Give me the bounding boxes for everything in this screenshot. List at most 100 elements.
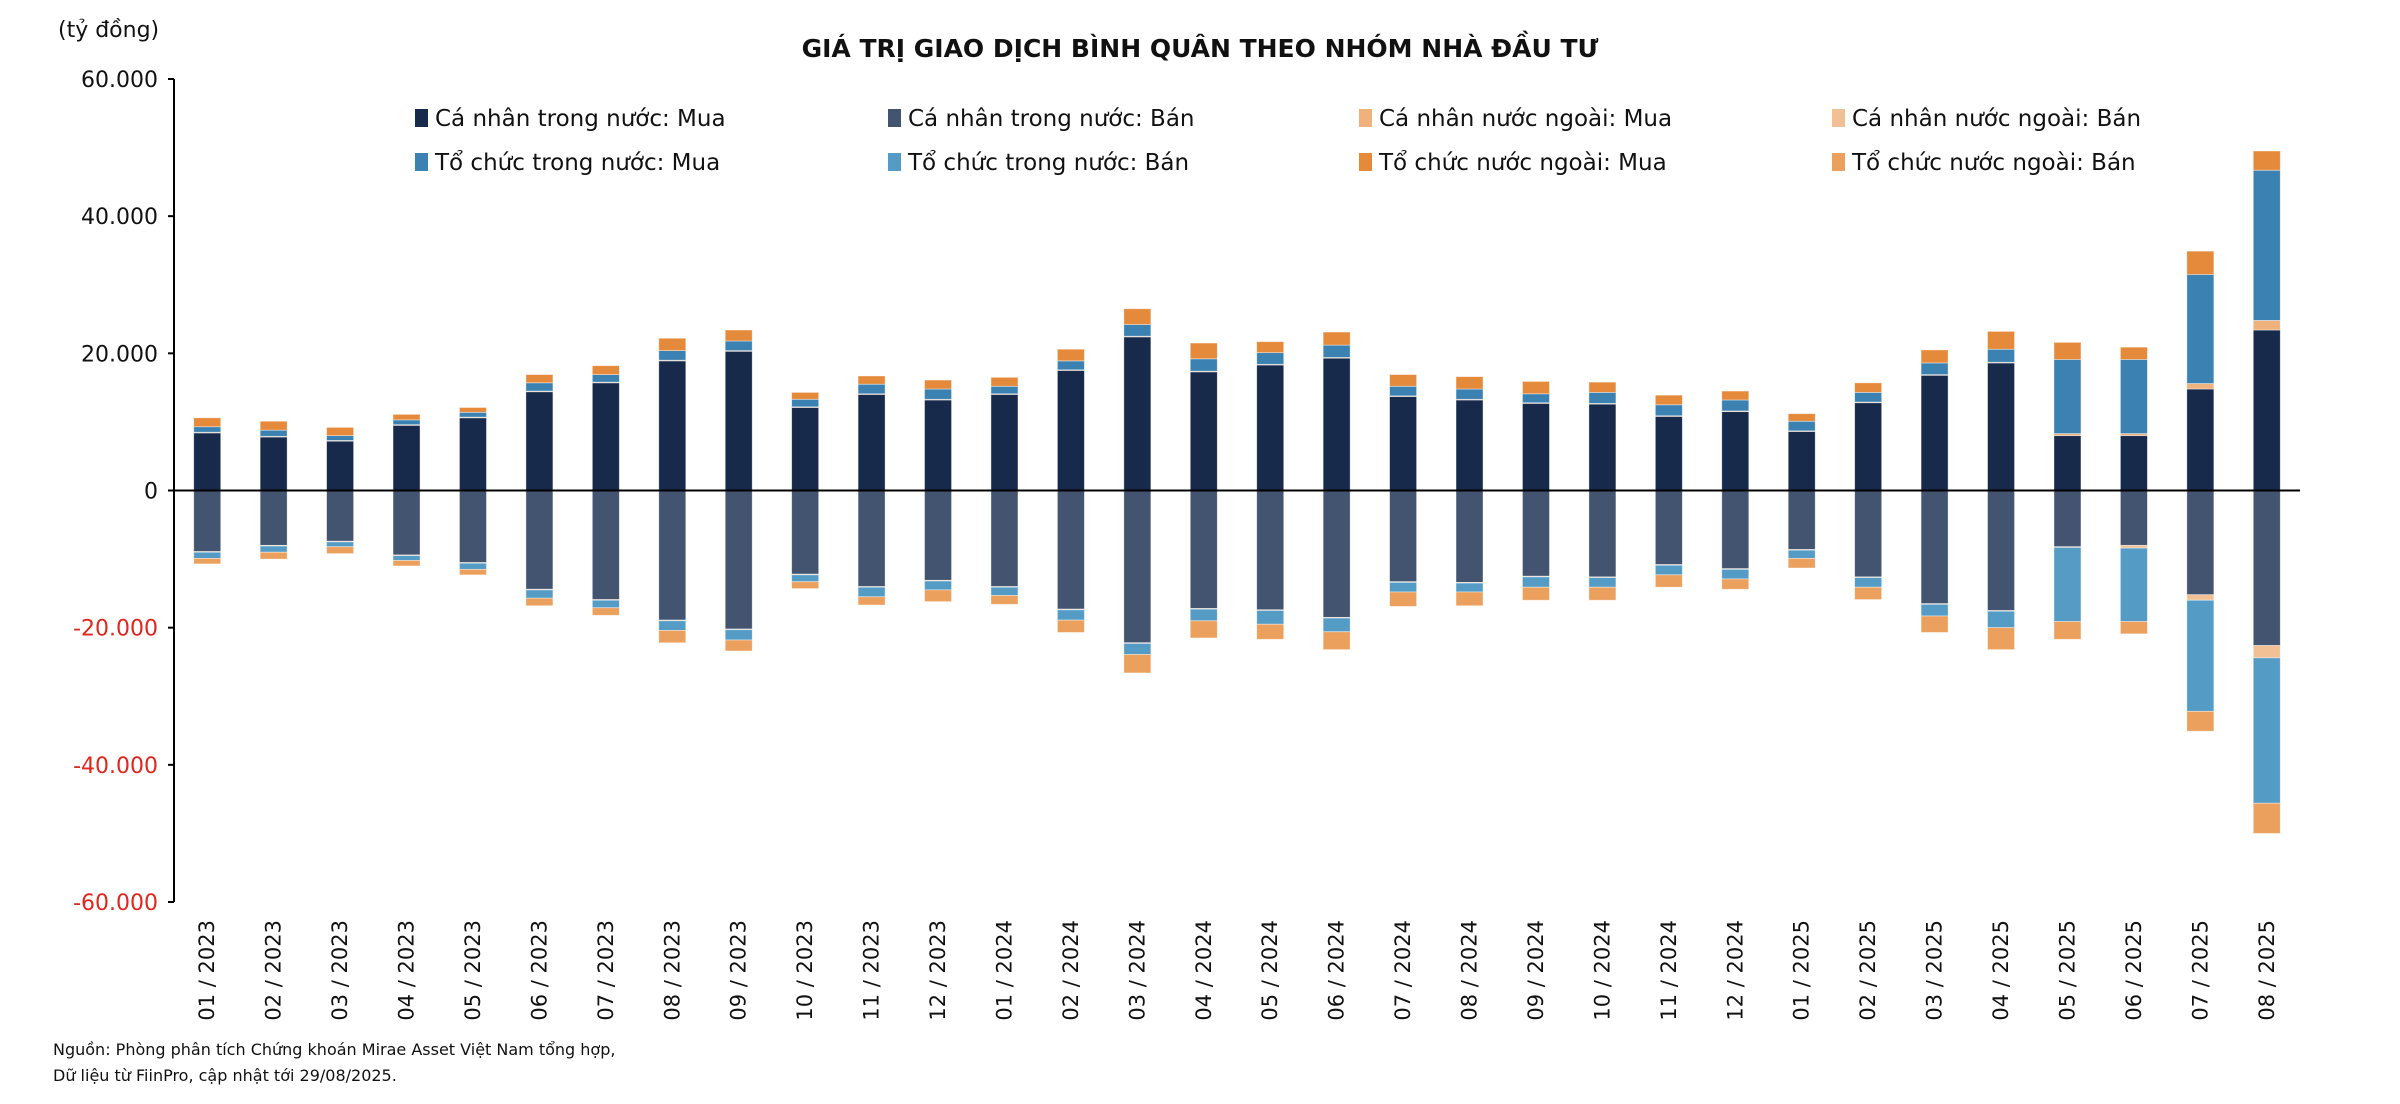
x-tick-label: 07 / 2025: [2188, 920, 2212, 1021]
x-tick-label: 04 / 2023: [395, 920, 419, 1021]
bar-segment: [2186, 599, 2215, 712]
bar-segment: [791, 490, 820, 575]
bar-segment: [326, 490, 354, 542]
bar-segment: [1588, 490, 1617, 578]
bar-segment: [1455, 399, 1484, 491]
bar-segment: [525, 391, 554, 491]
bar-segment: [2186, 388, 2215, 491]
bar-segment: [2252, 802, 2281, 834]
x-tick-label: 06 / 2023: [527, 920, 551, 1021]
source-note: Nguồn: Phòng phân tích Chứng khoán Mirae…: [53, 1040, 616, 1059]
y-tick-label: -40.000: [73, 754, 158, 779]
bar-segment: [1057, 619, 1085, 633]
x-tick-label: 04 / 2024: [1192, 920, 1216, 1021]
bar-segment: [591, 374, 620, 383]
bar-segment: [924, 589, 952, 603]
legend-item: Cá nhân nước ngoài: Mua: [1379, 106, 1672, 132]
bar-segment: [1854, 382, 1883, 393]
bar-segment: [1721, 578, 1750, 590]
bar-segment: [990, 490, 1019, 587]
bar-segment: [2120, 359, 2148, 434]
bar-segment: [459, 568, 487, 576]
x-tick-label: 10 / 2024: [1590, 920, 1614, 1021]
bar-segment: [791, 581, 820, 589]
x-tick-label: 05 / 2023: [461, 920, 485, 1021]
bar-segment: [1455, 376, 1484, 390]
bar-segment: [1987, 330, 2015, 350]
x-tick-label: 08 / 2024: [1458, 920, 1482, 1021]
bar-segment: [1522, 576, 1550, 588]
y-tick-label: 60.000: [81, 68, 158, 93]
bar-segment: [259, 551, 288, 560]
x-tick-label: 06 / 2025: [2122, 920, 2146, 1021]
y-tick-label: 0: [144, 480, 158, 505]
bar-segment: [392, 424, 421, 491]
bar-segment: [259, 436, 288, 491]
bar-segment: [326, 440, 354, 491]
bar-segment: [591, 490, 620, 600]
bar-segment: [791, 392, 820, 400]
bar-segment: [1854, 402, 1883, 491]
bar-segment: [1256, 352, 1285, 365]
source-note-data: Dữ liệu từ FiinPro, cập nhật tới 29/08/2…: [53, 1066, 397, 1085]
legend-item: Cá nhân trong nước: Bán: [908, 106, 1195, 132]
bar-segment: [2252, 657, 2281, 804]
x-tick-label: 10 / 2023: [793, 920, 817, 1021]
bar-segment: [1123, 336, 1152, 491]
x-tick-label: 08 / 2025: [2255, 920, 2279, 1021]
bar-segment: [1455, 388, 1484, 400]
bar-segment: [459, 407, 487, 413]
bar-segment: [1256, 610, 1285, 625]
bar-segment: [2120, 490, 2148, 546]
bar-segment: [392, 413, 421, 421]
bar-segment: [1322, 344, 1351, 358]
bar-segment: [2186, 383, 2215, 390]
y-tick-label: 20.000: [81, 342, 158, 367]
bar-segment: [1920, 615, 1949, 633]
y-tick-label: -20.000: [73, 617, 158, 642]
bar-segment: [1057, 348, 1085, 362]
bar-segment: [259, 429, 288, 437]
legend-item: Tổ chức trong nước: Bán: [907, 150, 1189, 176]
bar-segment: [990, 376, 1019, 387]
bar-segment: [1588, 403, 1617, 491]
bar-segment: [2252, 490, 2281, 646]
x-tick-label: 02 / 2025: [1856, 920, 1880, 1021]
bar-segment: [2053, 435, 2082, 491]
bar-segment: [1920, 362, 1949, 375]
bar-segment: [2053, 490, 2082, 548]
bar-segment: [1389, 490, 1417, 583]
bar-segment: [2252, 320, 2281, 331]
x-tick-label: 01 / 2023: [195, 920, 219, 1021]
bar-segment: [459, 411, 487, 418]
bar-segment: [1588, 392, 1617, 404]
bar-segment: [193, 551, 222, 559]
x-tick-label: 12 / 2023: [926, 920, 950, 1021]
bar-segment: [1588, 577, 1617, 588]
bar-segment: [1920, 490, 1949, 605]
bar-segment: [1389, 591, 1417, 607]
y-axis-unit-label: (tỷ đồng): [58, 18, 160, 43]
x-tick-label: 01 / 2025: [1790, 920, 1814, 1021]
bar-segment: [1787, 420, 1816, 432]
bar-segment: [193, 417, 222, 428]
bar-segment: [1920, 374, 1949, 491]
bar-segment: [2186, 274, 2215, 384]
bar-segment: [2186, 710, 2215, 732]
bar-segment: [326, 435, 354, 441]
bar-segment: [591, 365, 620, 375]
bar-segment: [1455, 582, 1484, 593]
bar-segment: [1920, 603, 1949, 617]
legend-swatch: [415, 153, 428, 171]
bar-segment: [326, 541, 354, 548]
bar-segment: [724, 340, 753, 351]
bar-segment: [1654, 574, 1683, 588]
bar-segment: [1522, 402, 1550, 491]
bar-segment: [2186, 594, 2215, 601]
bar-segment: [2053, 359, 2082, 434]
bar-segment: [1189, 342, 1218, 360]
bar-segment: [1256, 623, 1285, 640]
bar-segment: [1322, 490, 1351, 618]
bar-segment: [1987, 348, 2015, 363]
legend-swatch: [1832, 109, 1845, 127]
